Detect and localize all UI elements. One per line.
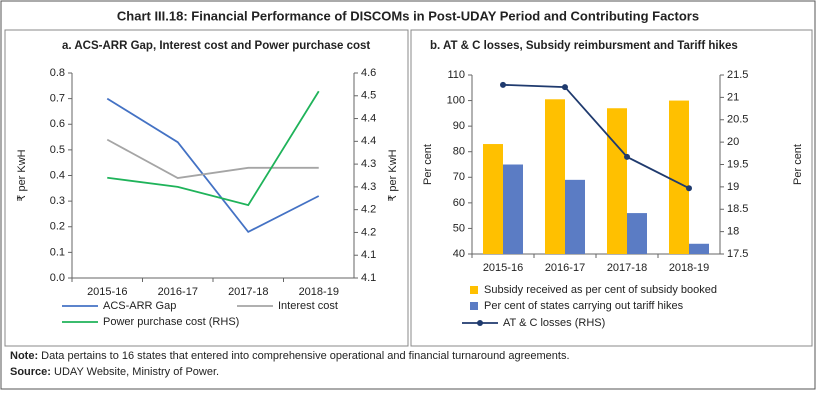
y-axis-label: Per cent (422, 144, 434, 185)
y2-tick-label: 4.1 (361, 272, 376, 284)
bar (503, 164, 523, 254)
y2-tick-label: 4.6 (361, 67, 376, 79)
x-tick-label: 2016-17 (158, 286, 198, 298)
bar (627, 213, 647, 254)
y-axis-label: ₹ per KwH (16, 149, 28, 201)
y2-axis-label: Per cent (792, 144, 804, 185)
source: Source: UDAY Website, Ministry of Power. (10, 366, 219, 378)
panel-title: b. AT & C losses, Subsidy reimbursment a… (430, 40, 738, 52)
y2-tick-label: 4.3 (361, 158, 376, 170)
note-label: Note: (10, 350, 38, 362)
y2-tick-label: 4.4 (361, 112, 376, 124)
legend-swatch (470, 286, 478, 294)
line-point (686, 185, 692, 192)
y-tick-label: 0.6 (50, 118, 65, 130)
y2-tick-label: 18 (727, 226, 739, 238)
bar (545, 99, 565, 255)
x-tick-label: 2015-16 (483, 262, 523, 274)
y-tick-label: 0.0 (50, 272, 65, 284)
x-tick-label: 2018-19 (669, 262, 709, 274)
panel-title: a. ACS-ARR Gap, Interest cost and Power … (62, 40, 370, 52)
legend-label: Interest cost (278, 300, 338, 312)
note-text: Data pertains to 16 states that entered … (41, 350, 569, 362)
bar (483, 144, 503, 254)
x-tick-label: 2015-16 (87, 286, 127, 298)
bar (669, 100, 689, 254)
y2-tick-label: 4.3 (361, 181, 376, 193)
y2-tick-label: 21.5 (727, 69, 748, 81)
line (106, 138, 319, 179)
bar (565, 179, 585, 254)
y2-tick-label: 17.5 (727, 248, 748, 260)
legend-label: AT & C losses (RHS) (503, 317, 605, 329)
y2-tick-label: 20 (727, 136, 739, 148)
note: Note: Data pertains to 16 states that en… (10, 350, 570, 362)
source-text: UDAY Website, Ministry of Power. (54, 366, 219, 378)
y2-tick-label: 4.1 (361, 249, 376, 261)
line-point (562, 84, 568, 91)
x-tick-label: 2017-18 (228, 286, 268, 298)
y2-tick-label: 18.5 (727, 203, 748, 215)
legend-label: Power purchase cost (RHS) (103, 316, 239, 328)
y-tick-label: 80 (453, 146, 465, 158)
y-tick-label: 0.4 (50, 169, 65, 181)
y-tick-label: 110 (447, 69, 465, 81)
y2-tick-label: 19.5 (727, 158, 748, 170)
y2-tick-label: 21 (727, 91, 739, 103)
panel-border (4, 29, 409, 347)
bar (689, 243, 709, 254)
x-tick-label: 2016-17 (545, 262, 585, 274)
legend-swatch (470, 302, 478, 310)
y2-axis-label: ₹ per KwH (387, 149, 399, 201)
y-tick-label: 50 (453, 222, 465, 234)
x-tick-label: 2018-19 (299, 286, 339, 298)
bar (607, 108, 627, 254)
legend-label: Per cent of states carrying out tariff h… (484, 300, 684, 312)
source-label: Source: (10, 366, 51, 378)
y2-tick-label: 4.2 (361, 204, 376, 216)
line (106, 97, 320, 234)
y2-tick-label: 4.5 (361, 90, 376, 102)
y-tick-label: 0.1 (50, 246, 65, 258)
line (502, 83, 690, 190)
y2-tick-label: 19 (727, 181, 739, 193)
y-tick-label: 0.5 (50, 144, 65, 156)
y-tick-label: 40 (453, 248, 465, 260)
y-tick-label: 0.7 (50, 93, 65, 105)
legend-swatch (477, 320, 483, 326)
line-point (500, 81, 506, 88)
line (107, 90, 320, 207)
x-tick-label: 2017-18 (607, 262, 647, 274)
y-tick-label: 0.3 (50, 195, 65, 207)
y-tick-label: 70 (453, 171, 465, 183)
legend-label: ACS-ARR Gap (103, 300, 176, 312)
panel-border (410, 29, 813, 347)
y-tick-label: 60 (453, 197, 465, 209)
y-tick-label: 0.8 (50, 67, 65, 79)
legend-label: Subsidy received as per cent of subsidy … (484, 284, 717, 296)
y2-tick-label: 20.5 (727, 114, 748, 126)
y-tick-label: 0.2 (50, 221, 65, 233)
figure-title: Chart III.18: Financial Performance of D… (117, 8, 699, 23)
y-tick-label: 90 (453, 120, 465, 132)
line-point (624, 153, 630, 160)
y2-tick-label: 4.2 (361, 226, 376, 238)
y2-tick-label: 4.4 (361, 135, 376, 147)
y-tick-label: 100 (447, 94, 465, 106)
